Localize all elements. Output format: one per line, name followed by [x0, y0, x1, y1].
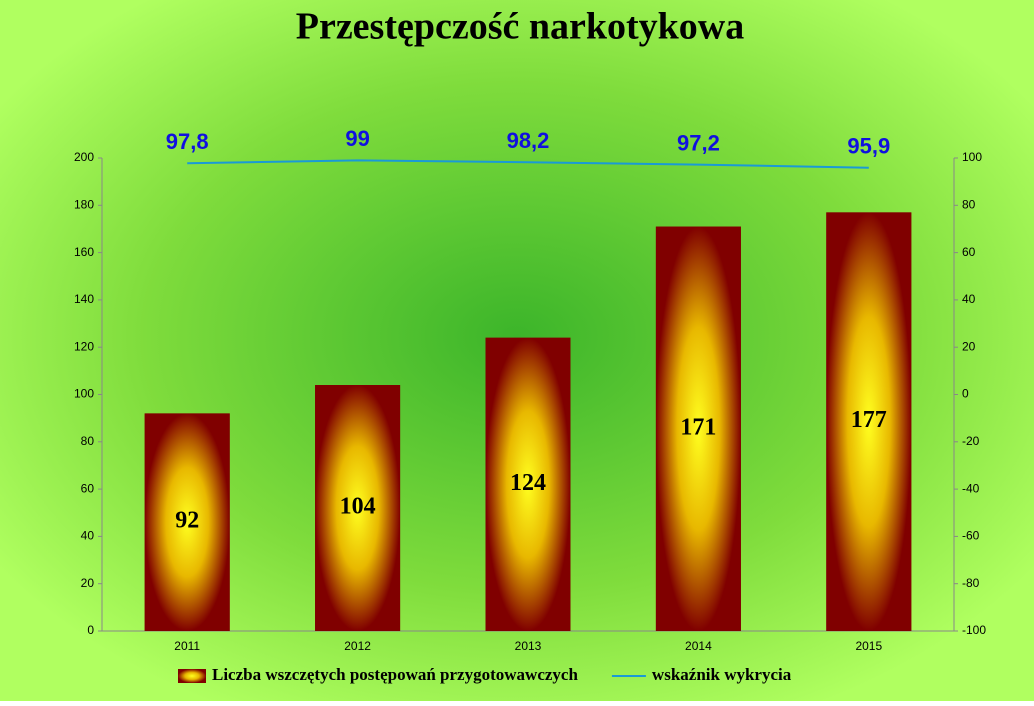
bar-glow [826, 212, 912, 631]
bar-glow [144, 413, 230, 631]
y2-tick-label: 100 [962, 150, 982, 164]
line-value-label: 95,9 [847, 134, 890, 159]
legend-label: Liczba wszczętych postępowań przygotowaw… [212, 665, 578, 684]
x-tick-label: 2014 [685, 639, 712, 653]
bar-glow [315, 385, 401, 631]
y2-tick-label: 20 [962, 339, 976, 353]
y-tick-label: 100 [74, 387, 94, 401]
line [187, 159, 869, 169]
x-tick-label: 2011 [174, 639, 200, 653]
y-tick-label: 120 [74, 339, 94, 353]
y2-tick-label: 40 [962, 292, 976, 306]
y-tick-label: 20 [81, 576, 95, 590]
bar-value-label: 104 [340, 494, 376, 520]
line-value-label: 97,2 [677, 130, 720, 155]
x-tick-label: 2012 [344, 639, 371, 653]
legend: Liczba wszczętych postępowań przygotowaw… [178, 665, 792, 684]
y2-tick-label: -20 [962, 434, 980, 448]
y2-tick-label: -60 [962, 529, 980, 543]
bar-glow [485, 337, 571, 631]
y-tick-label: 140 [74, 292, 94, 306]
line-value-label: 99 [345, 126, 369, 151]
legend-label: wskaźnik wykrycia [652, 665, 792, 684]
y-tick-label: 180 [74, 197, 94, 211]
line-value-label: 98,2 [507, 128, 550, 153]
y2-tick-label: 80 [962, 197, 976, 211]
bar-value-label: 171 [680, 414, 716, 440]
bar-value-label: 177 [851, 407, 887, 433]
x-tick-label: 2013 [515, 639, 542, 653]
y2-tick-label: -100 [962, 623, 986, 637]
chart-title: Przestępczość narkotykowa [296, 6, 745, 48]
y-tick-label: 40 [81, 529, 95, 543]
bar-glow [655, 226, 741, 631]
y2-tick-label: 0 [962, 387, 969, 401]
y2-tick-label: 60 [962, 245, 976, 259]
y-tick-label: 60 [81, 481, 95, 495]
y2-tick-label: -80 [962, 576, 980, 590]
x-tick-label: 2015 [855, 639, 882, 653]
legend-swatch-glow [178, 669, 206, 683]
bar-value-label: 124 [510, 470, 546, 496]
y-tick-label: 160 [74, 245, 94, 259]
bar-value-label: 92 [175, 508, 199, 534]
y-tick-label: 0 [87, 623, 94, 637]
line-value-label: 97,8 [166, 129, 209, 154]
y-tick-label: 80 [81, 434, 95, 448]
y-tick-label: 200 [74, 150, 94, 164]
y2-tick-label: -40 [962, 481, 980, 495]
